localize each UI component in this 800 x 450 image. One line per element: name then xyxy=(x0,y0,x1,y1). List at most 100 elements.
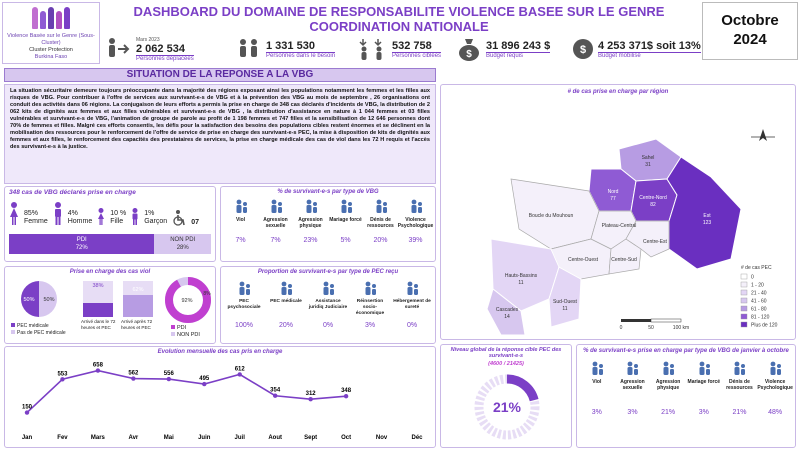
pec-type-pct: 20% xyxy=(278,322,293,329)
label-hauts-bassins: Hauts-Bassins xyxy=(505,273,538,279)
kpi-budget: $ 31 896 243 $ Budget requis xyxy=(456,34,551,64)
vbg-year-label: Agression sexuelle xyxy=(620,379,645,391)
girl-icon xyxy=(98,208,105,225)
vbg-type-0-icon xyxy=(236,199,247,213)
pdi-bar: PDI 72% NON PDI 28% xyxy=(9,234,211,254)
monthly-title: Evolution mensuelle des cas pris en char… xyxy=(157,349,283,355)
pec-type-item: Hébergement de sureté 0% xyxy=(392,281,432,329)
vbg-type-item: Agression physique 23% xyxy=(294,199,328,244)
data-label: 495 xyxy=(199,376,210,382)
kpi-mobilised-label: Budget mobilisé xyxy=(598,51,701,59)
period-year: 2024 xyxy=(733,31,767,48)
pec-type-label: PEC psychosociale xyxy=(227,299,261,310)
vbg-year-pct: 21% xyxy=(661,409,676,416)
vbg-type-label: Agression physique xyxy=(298,217,323,229)
pec-type-pct: 3% xyxy=(364,322,376,329)
pec-row: PEC psychosociale 100% PEC médicale 20% Assi… xyxy=(221,277,435,333)
pdi-label: PDI xyxy=(76,237,87,243)
bar-after-fill xyxy=(123,294,153,317)
vbg-year-4-icon xyxy=(734,361,746,375)
vbg-year-label: Dénis de ressources xyxy=(726,379,753,391)
vbg-year-pct: 3% xyxy=(698,409,709,416)
vbg-year-item: Viol 3% xyxy=(580,361,614,416)
kpi-budget-label: Budget requis xyxy=(486,51,551,59)
bar-after-label: Arrivé après 72 heures et PEC xyxy=(121,319,153,330)
vbg-year-item: Agression physique 21% xyxy=(651,361,685,416)
pec-type-item: PEC psychosociale 100% xyxy=(224,281,264,329)
kpi-target-value: 532 758 xyxy=(392,39,432,52)
region-centre-sud[interactable] xyxy=(608,238,642,275)
pdi-donut: 92% 8% xyxy=(163,275,213,325)
vbg-year-2-icon xyxy=(663,361,675,375)
vbg-type-pct: 23% xyxy=(303,237,318,244)
page-title: DASHBOARD DU DOMAINE DE RESPONSABILITE V… xyxy=(104,4,694,34)
value-sahel: 31 xyxy=(645,162,651,168)
region-sud-ouest[interactable] xyxy=(548,266,582,328)
nonpdi-label: NON PDI xyxy=(170,237,196,243)
logo-line1: Violence Basée sur le Genre (Sous-Cluste… xyxy=(7,33,95,46)
woman-icon xyxy=(10,202,18,225)
narrative-text: La situation sécuritaire demeure toujour… xyxy=(4,84,436,184)
value-hauts-bassins: 11 xyxy=(518,280,523,286)
bar-72h-label: Arrivé dans le 72 heures et PEC xyxy=(81,319,116,330)
monthly-panel: Evolution mensuelle des cas pris en char… xyxy=(4,346,436,448)
label-cascades: Cascades xyxy=(496,307,519,313)
vbg-type-item: Agression sexuelle 7% xyxy=(259,199,293,244)
pec-type-pct: 0% xyxy=(322,322,334,329)
logo: Violence Basée sur le Genre (Sous-Cluste… xyxy=(2,2,100,64)
region-centre-est[interactable] xyxy=(625,220,670,258)
vbg-types-title: % de survivant-e-s par type de VBG xyxy=(277,189,379,195)
vbg-type-label: Dénis de ressources xyxy=(367,217,394,229)
bar-after-pct: 62% xyxy=(132,287,144,293)
vbg-year-label: Viol xyxy=(592,379,602,385)
legend-swatch xyxy=(740,313,748,320)
vbg-type-item: Violence Psychologique 39% xyxy=(398,199,433,244)
data-label: 553 xyxy=(57,371,68,377)
data-point xyxy=(202,381,207,387)
donut-legend-a: PDI xyxy=(177,325,187,331)
label-centre-est: Centre-Est xyxy=(643,239,668,245)
region-est[interactable] xyxy=(666,156,742,270)
value-est: 123 xyxy=(703,220,712,226)
vbg-year-label: Violence Psychologique xyxy=(757,379,793,391)
x-tick-label: Aout xyxy=(268,435,282,441)
vbg-types-panel: % de survivant-e-s par type de VBG Viol 7… xyxy=(220,186,436,262)
data-label: 354 xyxy=(270,388,281,394)
gauge-panel: Niveau global de la réponse cible PEC de… xyxy=(440,344,572,448)
garcon-pct: 1% xyxy=(144,210,155,217)
data-label: 612 xyxy=(235,366,246,372)
vbg-type-pct: 7% xyxy=(270,237,281,244)
displaced-icon xyxy=(109,38,130,57)
vbg-type-pct: 20% xyxy=(373,237,388,244)
vbg-year-3-icon xyxy=(699,361,710,375)
kpi-displaced-date: Mars 2023 xyxy=(136,36,160,43)
donut-legend-b: NON PDI xyxy=(177,332,200,338)
vbg-year-pct: 21% xyxy=(732,409,747,416)
legend-swatch xyxy=(740,273,748,280)
pec-type-item: Réinsertion socio-économique 3% xyxy=(350,281,390,329)
pec-type-label: Réinsertion socio-économique xyxy=(355,299,385,316)
donut-label-a: 92% xyxy=(181,298,192,304)
fille-pct: 10 % xyxy=(110,210,127,217)
monthly-line-chart: 150 Jan 553 Fev 658 Mars 562 Avr 556 Mai 495 Juin 61… xyxy=(22,363,423,441)
legend-label: 81 - 120 xyxy=(751,315,770,321)
label-centre-sud: Centre-Sud xyxy=(611,257,637,263)
label-nord: Nord xyxy=(608,189,619,195)
section-banner: SITUATION DE LA REPONSE A LA VBG xyxy=(4,68,436,82)
vbg-type-label: Mariage forcé xyxy=(329,217,362,223)
gauge-sub: (4600 / 21425) xyxy=(488,361,524,367)
fille-label: Fille xyxy=(110,218,124,225)
pec-type-1-icon xyxy=(281,281,292,295)
pec-type-item: Assistance juridiq Judiciaire 0% xyxy=(308,281,348,329)
x-tick-label: Juil xyxy=(235,435,246,441)
x-tick-label: Déc xyxy=(411,435,423,441)
data-point xyxy=(343,394,349,399)
money-bag-icon: $ xyxy=(459,39,479,61)
north-arrow-icon xyxy=(751,129,775,141)
pec-medical-pie: 50% 50% xyxy=(9,279,69,319)
pie-slice-no-pec xyxy=(39,281,57,317)
pec-type-2-icon xyxy=(323,281,334,295)
vbg-year-pct: 3% xyxy=(591,409,602,416)
logo-line3: Burkina Faso xyxy=(34,54,68,60)
